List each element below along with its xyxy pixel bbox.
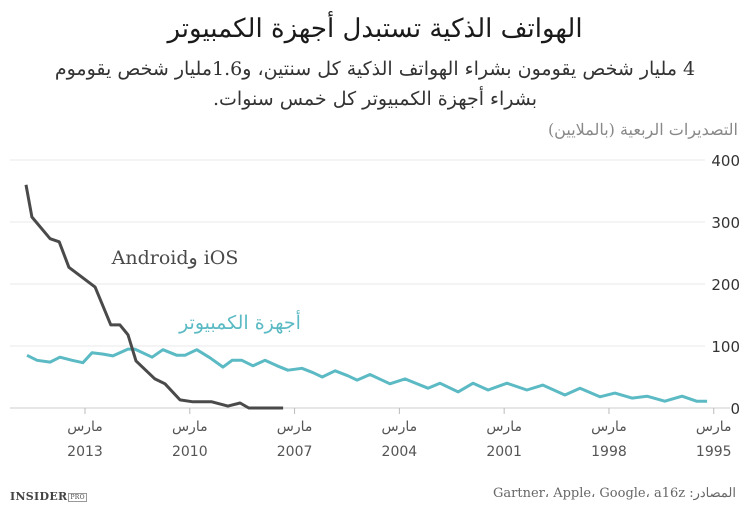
x-tick-year: 2007 bbox=[277, 444, 313, 460]
source-note: المصادر: Gartner، Apple، Google، a16z bbox=[493, 486, 736, 501]
pc-series-label: أجهزة الكمبيوتر bbox=[178, 309, 301, 334]
y-tick-label: 200 bbox=[711, 276, 740, 294]
x-tick-year: 2013 bbox=[67, 444, 103, 460]
y-tick-label: 300 bbox=[711, 214, 740, 232]
logo-badge: PRO bbox=[68, 492, 87, 502]
x-tick-month: مارس bbox=[277, 419, 313, 435]
chart-subtitle: 4 مليار شخص يقومون بشراء الهواتف الذكية … bbox=[54, 58, 696, 110]
logo-text: INSIDER bbox=[10, 490, 68, 503]
x-tick-month: مارس bbox=[591, 419, 627, 435]
x-tick-month: مارس bbox=[67, 419, 103, 435]
y-tick-label: 100 bbox=[711, 338, 740, 356]
smartphone-series-label: iOS وAndroid bbox=[111, 247, 239, 269]
x-tick-month: مارس bbox=[696, 419, 732, 435]
y-tick-label: 400 bbox=[711, 152, 740, 170]
smartphone-series-line bbox=[24, 184, 284, 410]
chart-title: الهواتف الذكية تستبدل أجهزة الكمبيوتر bbox=[167, 14, 583, 44]
x-tick-month: مارس bbox=[172, 419, 208, 435]
x-tick-year: 2004 bbox=[382, 444, 418, 460]
pc-series-line bbox=[26, 347, 708, 403]
x-tick-year: 1995 bbox=[696, 444, 732, 460]
insider-pro-logo: INSIDER PRO bbox=[10, 490, 87, 503]
x-tick-month: مارس bbox=[382, 419, 418, 435]
y-tick-label: 0 bbox=[730, 400, 740, 418]
x-tick-month: مارس bbox=[486, 419, 522, 435]
x-tick-year: 2001 bbox=[486, 444, 522, 460]
x-tick-year: 2010 bbox=[172, 444, 208, 460]
y-axis-label: التصديرات الربعية (بالملايين) bbox=[547, 120, 738, 139]
x-tick-year: 1998 bbox=[591, 444, 627, 460]
